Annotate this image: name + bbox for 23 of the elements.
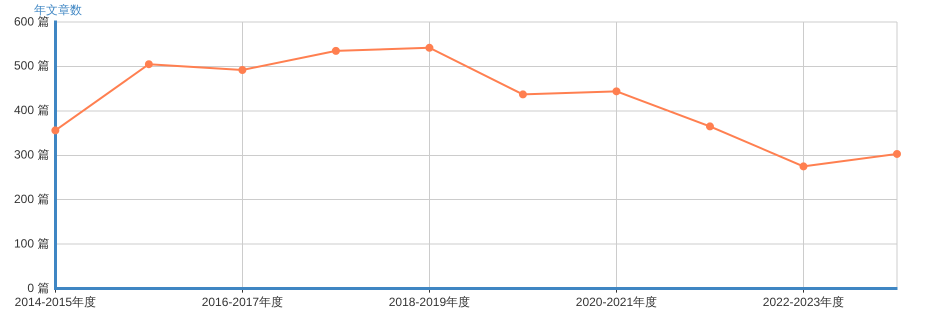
point <box>612 87 620 96</box>
point <box>799 162 808 170</box>
y-tick-label: 300 篇 <box>14 148 50 162</box>
y-tick-label: 600 篇 <box>14 14 50 28</box>
point <box>893 150 901 158</box>
x-tick-label: 2022-2023年度 <box>762 295 844 310</box>
point <box>144 60 153 68</box>
x-tick-label: 2020-2021年度 <box>576 295 658 310</box>
y-tick-label: 100 篇 <box>14 236 50 250</box>
y-tick-label: 200 篇 <box>14 192 50 206</box>
x-tick-label: 2014-2015年度 <box>14 295 96 310</box>
point <box>706 122 714 130</box>
point <box>332 46 340 55</box>
point <box>425 44 434 52</box>
point <box>238 66 246 74</box>
y-tick-label: 400 篇 <box>14 103 50 118</box>
point <box>518 90 527 98</box>
x-tick-label: 2016-2017年度 <box>202 295 284 310</box>
point <box>51 126 60 134</box>
y-tick-label: 500 篇 <box>14 58 50 73</box>
x-tick-label: 2018-2019年度 <box>388 295 470 310</box>
y-axis-title: 年文章数 <box>34 2 82 17</box>
y-tick-label: 0 篇 <box>27 280 50 295</box>
